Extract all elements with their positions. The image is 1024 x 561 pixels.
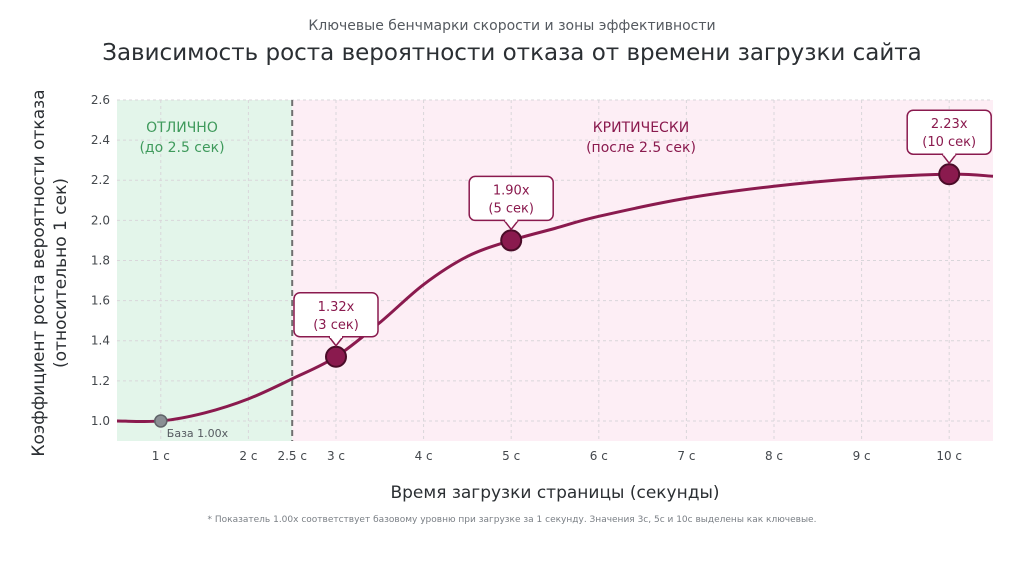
grid-layer [117, 99, 993, 441]
zone-background-1 [117, 100, 293, 441]
x-tick-label-10: 9 с [853, 449, 871, 463]
callout-time-3: (5 сек) [488, 201, 534, 216]
chart-title: Зависимость роста вероятности отказа от … [102, 40, 922, 66]
x-tick-label-7: 6 с [590, 449, 608, 463]
x-tick-label-3: 2.5 с [277, 449, 307, 463]
x-axis-ticks: 1 с 2 с 2.5 с 3 с 4 с 5 с 6 с 7 с 8 с 9 с 10 с [152, 449, 962, 463]
callout-pointer-2 [328, 336, 344, 347]
callout-pointer-3 [503, 219, 519, 231]
x-tick-label-8: 7 с [677, 449, 695, 463]
zone-sublabel-1: (до 2.5 сек) [139, 140, 224, 156]
points-layer [154, 163, 961, 428]
y-tick-label-8: 2.4 [91, 133, 110, 147]
y-tick-label-7: 2.2 [91, 173, 110, 187]
callout-2: 1.32x (3 сек) [293, 292, 379, 347]
x-tick-label-5: 4 с [415, 449, 433, 463]
x-axis-title: Время загрузки страницы (секунды) [390, 483, 719, 503]
y-axis-title-line2: (относительно 1 сек) [51, 178, 71, 368]
zone-background-2 [292, 100, 993, 441]
chart-footnote: * Показатель 1.00x соответствует базовом… [207, 515, 817, 525]
chart-subtitle: Ключевые бенчмарки скорости и зоны эффек… [308, 18, 716, 34]
callout-value-2: 1.32x [318, 300, 355, 315]
y-tick-label-6: 2.0 [91, 213, 110, 227]
callout-value-4: 2.23x [931, 117, 968, 132]
y-tick-label-5: 1.8 [91, 253, 110, 267]
y-tick-label-4: 1.6 [91, 294, 110, 308]
y-tick-label-1: 1.0 [91, 414, 110, 428]
callout-time-4: (10 сек) [922, 135, 976, 150]
x-tick-label-6: 5 с [502, 449, 520, 463]
x-tick-label-1: 1 с [152, 449, 170, 463]
zone-labels-layer: ОТЛИЧНО (до 2.5 сек) КРИТИЧЕСКИ (после 2.5 … [139, 120, 695, 156]
y-axis-title-line1: Коэффициент роста вероятности отказа [29, 89, 49, 456]
x-tick-label-4: 3 с [327, 449, 345, 463]
zone-label-1: ОТЛИЧНО [146, 120, 218, 136]
data-label-base: База 1.00x [167, 427, 229, 440]
data-point-2 [325, 345, 347, 368]
callout-time-2: (3 сек) [313, 318, 359, 333]
zone-sublabel-2: (после 2.5 сек) [586, 140, 696, 156]
y-tick-label-3: 1.4 [91, 334, 110, 348]
callout-4: 2.23x (10 сек) [906, 109, 992, 165]
data-point-4 [938, 163, 961, 186]
x-tick-label-2: 2 с [239, 449, 257, 463]
data-point-base [154, 414, 168, 428]
zone-label-2: КРИТИЧЕСКИ [593, 120, 690, 136]
callout-value-3: 1.90x [493, 183, 530, 198]
y-tick-label-9: 2.6 [91, 93, 110, 107]
line-layer [116, 172, 994, 424]
callout-pointer-4 [941, 153, 957, 165]
data-point-3 [500, 229, 523, 252]
callouts-layer: База 1.00x 1.32x (3 сек) 1.90x (5 сек) 2.23x (… [167, 109, 992, 440]
x-tick-label-9: 8 с [765, 449, 783, 463]
series-line-1 [116, 172, 994, 424]
x-tick-label-11: 10 с [936, 449, 962, 463]
callout-3: 1.90x (5 сек) [468, 175, 554, 231]
y-tick-label-2: 1.2 [91, 374, 110, 388]
zones-layer [117, 100, 993, 441]
y-axis-ticks: 1.0 1.2 1.4 1.6 1.8 2.0 2.2 2.4 2.6 [91, 93, 110, 428]
